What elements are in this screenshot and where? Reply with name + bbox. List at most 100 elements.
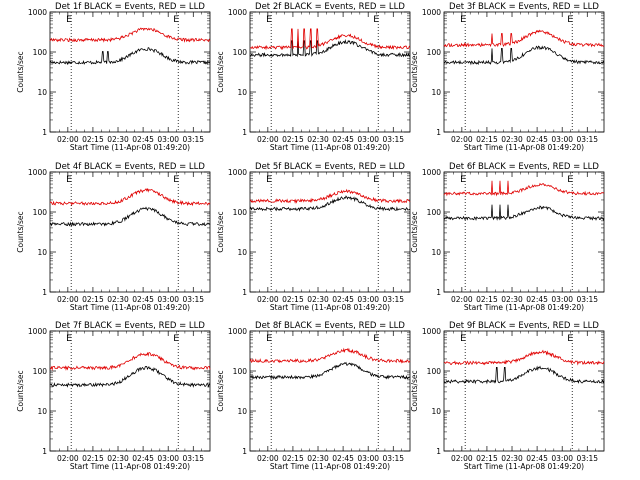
x-tick-label: 02:00 bbox=[451, 295, 473, 304]
x-tick-label: 02:00 bbox=[57, 295, 79, 304]
series-line-lld bbox=[249, 188, 411, 204]
chart-title: Det 2f BLACK = Events, RED = LLD bbox=[255, 2, 405, 12]
event-marker-label: E bbox=[373, 334, 379, 344]
x-tick-label: 03:00 bbox=[357, 135, 379, 144]
series-line-lld bbox=[443, 349, 605, 366]
series-line-lld bbox=[443, 180, 605, 197]
series-line-lld bbox=[443, 29, 605, 48]
y-tick-label: 1000 bbox=[228, 327, 247, 336]
x-tick-label: 02:00 bbox=[257, 135, 279, 144]
x-tick-label: 02:15 bbox=[82, 295, 104, 304]
event-marker-label: E bbox=[173, 175, 179, 185]
event-marker-label: E bbox=[567, 175, 573, 185]
x-tick-label: 02:15 bbox=[476, 295, 498, 304]
y-tick-label: 1000 bbox=[228, 8, 247, 17]
x-tick-label: 02:30 bbox=[501, 454, 523, 463]
x-tick-label: 02:45 bbox=[332, 454, 354, 463]
series-line-events bbox=[49, 206, 211, 227]
y-tick-label: 1 bbox=[436, 128, 441, 137]
y-axis-label: Counts/sec bbox=[16, 51, 25, 92]
x-tick-label: 03:00 bbox=[551, 135, 573, 144]
x-tick-label: 02:30 bbox=[107, 454, 129, 463]
chart-panel: Det 9f BLACK = Events, RED = LLD 1 10 100 10… bbox=[410, 321, 605, 471]
x-tick-label: 02:45 bbox=[526, 454, 548, 463]
x-tick-label: 03:00 bbox=[357, 295, 379, 304]
x-tick-label: 02:45 bbox=[526, 295, 548, 304]
event-marker-label: E bbox=[173, 15, 179, 25]
x-tick-label: 02:15 bbox=[82, 454, 104, 463]
series-line-lld bbox=[49, 187, 211, 207]
event-marker-label: E bbox=[173, 334, 179, 344]
chart-title: Det 6f BLACK = Events, RED = LLD bbox=[449, 162, 599, 172]
y-tick-label: 100 bbox=[33, 48, 48, 57]
x-axis-label: Start Time (11-Apr-08 01:49:20) bbox=[270, 143, 390, 152]
event-marker-label: E bbox=[66, 15, 72, 25]
x-tick-label: 02:30 bbox=[307, 135, 329, 144]
x-tick-label: 02:45 bbox=[332, 295, 354, 304]
x-tick-label: 02:45 bbox=[526, 135, 548, 144]
plot-frame bbox=[249, 330, 411, 452]
y-axis-label: Counts/sec bbox=[16, 211, 25, 252]
chart-title: Det 9f BLACK = Events, RED = LLD bbox=[449, 321, 599, 331]
chart-panel: Det 7f BLACK = Events, RED = LLD 1 10 100 10… bbox=[16, 321, 211, 471]
series-line-events bbox=[249, 361, 411, 380]
y-tick-label: 1 bbox=[436, 447, 441, 456]
x-tick-label: 03:15 bbox=[382, 295, 404, 304]
chart-title: Det 1f BLACK = Events, RED = LLD bbox=[55, 2, 205, 12]
y-axis-label: Counts/sec bbox=[216, 370, 225, 411]
series-line-events bbox=[49, 47, 211, 66]
series-line-events bbox=[49, 365, 211, 388]
x-tick-label: 02:45 bbox=[132, 454, 154, 463]
y-axis-label: Counts/sec bbox=[410, 370, 419, 411]
x-tick-label: 02:30 bbox=[107, 295, 129, 304]
event-marker-label: E bbox=[373, 175, 379, 185]
y-tick-label: 1 bbox=[242, 128, 247, 137]
y-tick-label: 10 bbox=[237, 248, 247, 257]
x-tick-label: 02:30 bbox=[501, 135, 523, 144]
x-tick-label: 02:15 bbox=[82, 135, 104, 144]
plot-frame bbox=[49, 11, 211, 133]
event-marker-label: E bbox=[567, 15, 573, 25]
x-tick-label: 02:00 bbox=[57, 454, 79, 463]
y-axis-label: Counts/sec bbox=[410, 51, 419, 92]
x-axis-label: Start Time (11-Apr-08 01:49:20) bbox=[464, 143, 584, 152]
y-tick-label: 100 bbox=[233, 48, 248, 57]
y-tick-label: 100 bbox=[427, 367, 442, 376]
y-tick-label: 10 bbox=[237, 407, 247, 416]
y-tick-label: 10 bbox=[37, 88, 47, 97]
plot-frame bbox=[249, 11, 411, 133]
y-tick-label: 1 bbox=[242, 288, 247, 297]
x-axis-label: Start Time (11-Apr-08 01:49:20) bbox=[270, 303, 390, 312]
x-tick-label: 02:30 bbox=[307, 454, 329, 463]
y-tick-label: 1000 bbox=[28, 8, 47, 17]
y-tick-label: 10 bbox=[431, 88, 441, 97]
y-tick-label: 1000 bbox=[422, 168, 441, 177]
y-tick-label: 10 bbox=[237, 88, 247, 97]
chart-panel: Det 4f BLACK = Events, RED = LLD 1 10 100 10… bbox=[16, 162, 211, 312]
plot-frame bbox=[249, 171, 411, 293]
chart-panel: Det 6f BLACK = Events, RED = LLD 1 10 100 10… bbox=[410, 162, 605, 312]
plot-frame bbox=[443, 330, 605, 452]
x-tick-label: 02:15 bbox=[476, 454, 498, 463]
y-tick-label: 1 bbox=[42, 288, 47, 297]
series-line-lld bbox=[249, 28, 411, 51]
x-tick-label: 02:45 bbox=[332, 135, 354, 144]
x-tick-label: 02:30 bbox=[107, 135, 129, 144]
plot-frame bbox=[443, 171, 605, 293]
event-marker-label: E bbox=[266, 175, 272, 185]
x-tick-label: 03:00 bbox=[157, 135, 179, 144]
x-axis-label: Start Time (11-Apr-08 01:49:20) bbox=[70, 303, 190, 312]
plot-frame bbox=[443, 11, 605, 133]
event-marker-label: E bbox=[460, 175, 466, 185]
x-tick-label: 02:00 bbox=[451, 454, 473, 463]
x-tick-label: 02:30 bbox=[501, 295, 523, 304]
x-axis-label: Start Time (11-Apr-08 01:49:20) bbox=[70, 462, 190, 471]
chart-title: Det 7f BLACK = Events, RED = LLD bbox=[55, 321, 205, 331]
x-tick-label: 02:00 bbox=[257, 295, 279, 304]
y-axis-label: Counts/sec bbox=[16, 370, 25, 411]
y-axis-label: Counts/sec bbox=[216, 51, 225, 92]
y-tick-label: 100 bbox=[427, 208, 442, 217]
x-tick-label: 02:45 bbox=[132, 135, 154, 144]
y-axis-label: Counts/sec bbox=[216, 211, 225, 252]
chart-title: Det 3f BLACK = Events, RED = LLD bbox=[449, 2, 599, 12]
